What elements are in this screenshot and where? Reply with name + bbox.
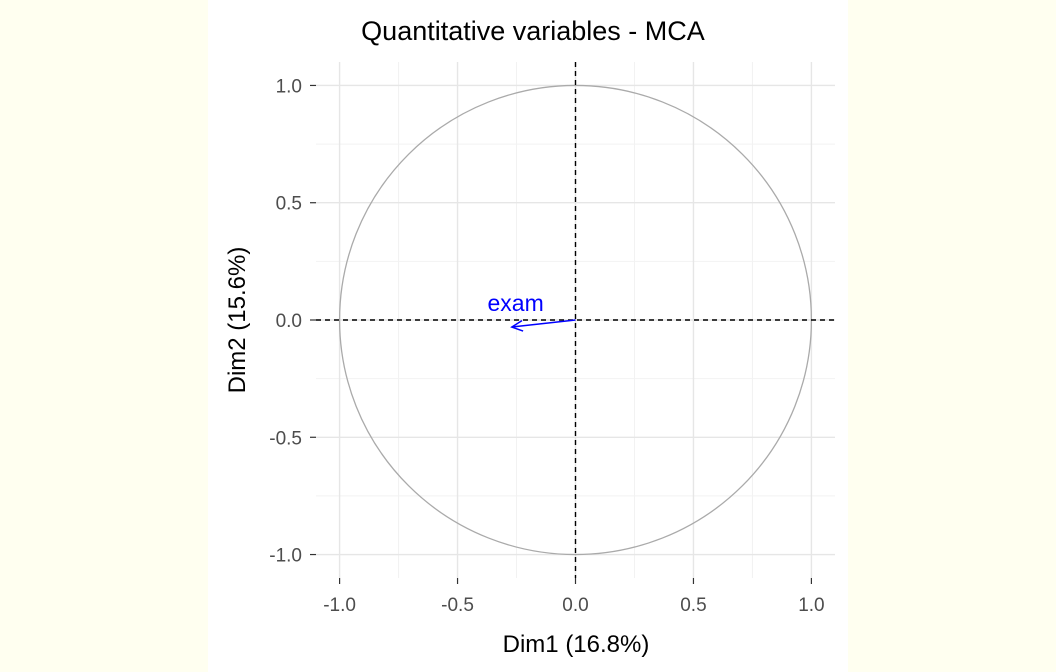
chart-panel	[208, 0, 848, 672]
x-tick-label: 0.5	[680, 595, 706, 616]
y-tick-label: 0.0	[276, 311, 302, 332]
x-tick-label: -0.5	[441, 595, 474, 616]
y-tick-label: 0.5	[276, 194, 302, 215]
x-axis-label: Dim1 (16.8%)	[503, 631, 650, 658]
y-tick-label: -1.0	[269, 546, 302, 567]
variable-arrowhead-exam	[510, 320, 524, 332]
y-axis-label: Dim2 (15.6%)	[224, 247, 251, 394]
chart-title: Quantitative variables - MCA	[361, 16, 705, 46]
x-tick-label: 0.0	[562, 595, 588, 616]
variable-arrow-exam	[511, 319, 576, 328]
y-axis-ticks: -1.0 -0.5 0.0 0.5 1.0	[269, 76, 316, 567]
variable-label-exam: exam	[488, 290, 544, 316]
y-tick-label: -0.5	[269, 428, 302, 449]
x-tick-label: 1.0	[798, 595, 824, 616]
x-tick-label: -1.0	[323, 595, 356, 616]
reference-lines	[316, 62, 835, 578]
x-axis-ticks: -1.0 -0.5 0.0 0.5 1.0	[323, 578, 825, 616]
y-tick-label: 1.0	[276, 76, 302, 97]
variable-arrows: exam	[488, 290, 576, 332]
